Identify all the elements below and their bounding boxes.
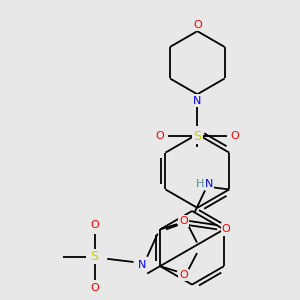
Text: N: N [205,179,213,189]
Text: O: O [90,283,99,293]
Text: N: N [138,260,146,270]
Text: O: O [222,224,230,234]
Text: O: O [90,220,99,230]
Text: S: S [193,130,201,143]
Text: S: S [91,250,99,263]
Text: O: O [231,131,240,141]
Text: O: O [179,270,188,280]
Text: O: O [155,131,164,141]
Text: O: O [193,20,202,30]
Text: N: N [193,96,202,106]
Text: O: O [179,216,188,226]
Text: H: H [196,179,204,189]
